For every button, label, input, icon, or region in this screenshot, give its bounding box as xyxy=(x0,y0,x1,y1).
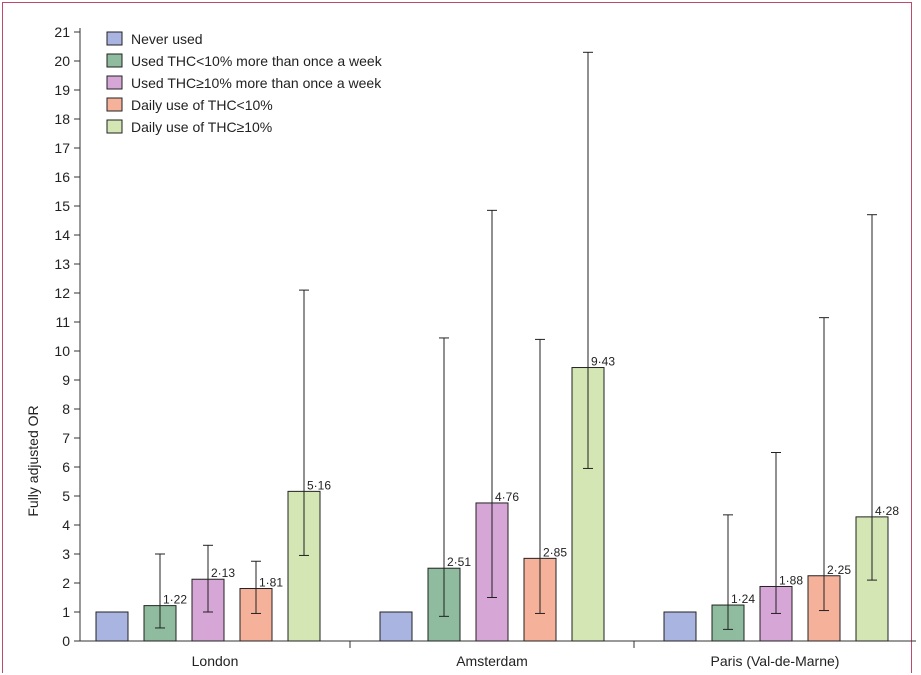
bar xyxy=(379,611,413,642)
legend-label: Daily use of THC<10% xyxy=(131,97,273,113)
y-tick-label: 10 xyxy=(54,343,70,359)
category-label: London xyxy=(192,653,239,669)
bar xyxy=(95,611,129,642)
y-tick-label: 6 xyxy=(62,459,70,475)
y-tick-label: 3 xyxy=(62,546,70,562)
y-tick-label: 8 xyxy=(62,401,70,417)
data-label: 2·51 xyxy=(447,555,471,569)
data-label: 2·25 xyxy=(827,563,851,577)
data-label: 2·13 xyxy=(211,566,235,580)
data-label: 1·22 xyxy=(163,593,187,607)
y-axis-label: Fully adjusted OR xyxy=(25,405,41,516)
legend: Never used Used THC<10% more than once a … xyxy=(106,31,383,135)
data-label: 5·16 xyxy=(307,478,331,492)
y-tick-label: 18 xyxy=(54,111,70,127)
legend-swatch xyxy=(106,53,123,68)
data-label: 9·43 xyxy=(591,355,615,369)
legend-label: Used THC<10% more than once a week xyxy=(131,53,383,69)
y-tick-label: 20 xyxy=(54,53,70,69)
y-tick-label: 15 xyxy=(54,198,70,214)
y-tick-label: 7 xyxy=(62,430,70,446)
error-bars xyxy=(155,51,877,630)
legend-label: Daily use of THC≥10% xyxy=(131,119,272,135)
y-tick-label: 13 xyxy=(54,256,70,272)
y-tick-label: 16 xyxy=(54,169,70,185)
data-label: 4·76 xyxy=(495,490,519,504)
y-tick-label: 17 xyxy=(54,140,70,156)
data-label: 1·81 xyxy=(259,576,283,590)
legend-label: Never used xyxy=(131,31,203,47)
y-tick-label: 19 xyxy=(54,82,70,98)
category-label: Amsterdam xyxy=(456,653,528,669)
bar xyxy=(663,611,697,642)
y-tick-label: 0 xyxy=(62,633,70,649)
y-tick-label: 1 xyxy=(62,604,70,620)
legend-swatch xyxy=(106,119,123,134)
data-label: 1·88 xyxy=(779,573,803,587)
y-tick-label: 4 xyxy=(62,517,70,533)
y-tick-label: 9 xyxy=(62,372,70,388)
y-tick-label: 14 xyxy=(54,227,70,243)
legend-swatch xyxy=(106,31,123,46)
legend-swatch xyxy=(106,97,123,112)
data-label: 1·24 xyxy=(731,592,755,606)
data-labels: 1·22 2·13 1·81 5·16 2·51 4·76 2·85 9·43 1·24 1·88… xyxy=(163,355,899,607)
legend-label: Used THC≥10% more than once a week xyxy=(131,75,382,91)
data-label: 4·28 xyxy=(875,504,899,518)
y-tick-label: 2 xyxy=(62,575,70,591)
legend-swatch xyxy=(106,75,123,90)
category-labels: London Amsterdam Paris (Val-de-Marne) xyxy=(192,653,840,669)
data-label: 2·85 xyxy=(543,545,567,559)
y-tick-label: 11 xyxy=(55,314,70,330)
y-tick-label: 21 xyxy=(54,24,70,40)
category-label: Paris (Val-de-Marne) xyxy=(711,653,840,669)
y-tick-label: 5 xyxy=(62,488,70,504)
y-tick-label: 12 xyxy=(54,285,70,301)
